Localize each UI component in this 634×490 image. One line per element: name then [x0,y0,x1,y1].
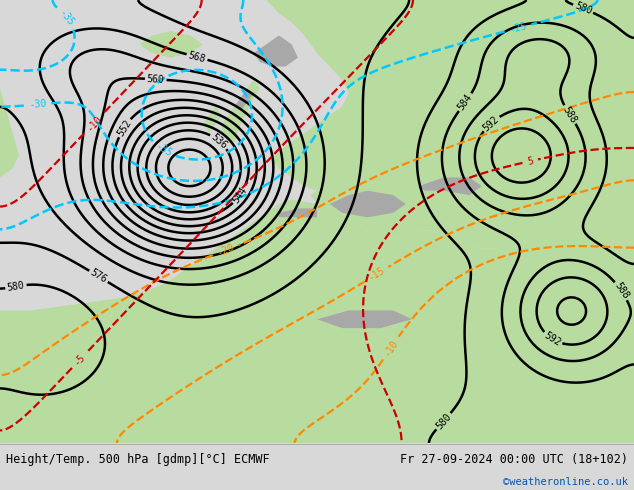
Text: 592: 592 [542,330,562,348]
Polygon shape [222,80,260,142]
Polygon shape [330,191,406,217]
Text: 5: 5 [526,156,534,167]
Text: -35: -35 [153,141,174,159]
Text: 580: 580 [6,280,25,293]
Text: 592: 592 [481,114,501,133]
Text: 580: 580 [434,411,453,431]
Polygon shape [254,35,298,67]
Polygon shape [139,31,203,58]
Text: -20: -20 [216,242,236,258]
Polygon shape [279,208,317,217]
Text: 536: 536 [209,132,229,150]
Text: -5: -5 [72,352,87,368]
Text: 588: 588 [612,281,630,301]
Text: -25: -25 [508,21,527,35]
Text: -35: -35 [57,8,75,28]
Polygon shape [317,311,412,328]
Polygon shape [235,89,254,111]
Polygon shape [0,0,19,177]
Text: -15: -15 [366,265,387,283]
Polygon shape [0,199,634,443]
Text: 576: 576 [88,268,108,285]
Polygon shape [418,177,482,195]
Polygon shape [241,0,634,288]
Polygon shape [203,106,222,133]
Text: ©weatheronline.co.uk: ©weatheronline.co.uk [503,477,628,487]
Text: -10: -10 [84,114,103,133]
Text: Height/Temp. 500 hPa [gdmp][°C] ECMWF: Height/Temp. 500 hPa [gdmp][°C] ECMWF [6,453,270,466]
Text: Fr 27-09-2024 00:00 UTC (18+102): Fr 27-09-2024 00:00 UTC (18+102) [399,453,628,466]
Text: -10: -10 [382,338,400,358]
Text: 584: 584 [456,92,474,112]
Text: 568: 568 [187,50,207,64]
Text: 588: 588 [561,104,579,124]
Text: -30: -30 [29,98,47,110]
Text: 560: 560 [146,74,165,85]
Text: 544: 544 [231,185,249,205]
Text: 580: 580 [573,0,593,17]
Text: 552: 552 [115,118,133,138]
